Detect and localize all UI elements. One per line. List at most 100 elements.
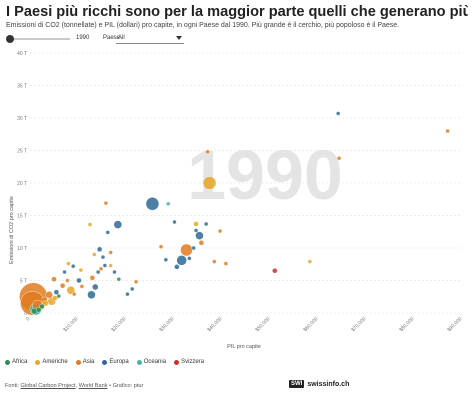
chevron-down-icon [176, 36, 182, 40]
data-point[interactable] [166, 201, 171, 207]
data-point[interactable] [45, 291, 53, 299]
data-point[interactable] [116, 276, 122, 282]
data-point[interactable] [78, 267, 84, 273]
legend-dot-icon [102, 359, 108, 365]
data-point[interactable] [205, 149, 210, 155]
x-tick-label: $10,000 [62, 316, 79, 333]
data-point[interactable] [92, 283, 99, 291]
legend-item[interactable]: Svizzera [174, 359, 204, 365]
data-point[interactable] [335, 111, 341, 116]
data-point[interactable] [145, 197, 160, 211]
data-point[interactable] [59, 282, 66, 289]
data-point[interactable] [108, 250, 113, 255]
y-tick-label: 20 T [17, 181, 27, 187]
data-point[interactable] [66, 286, 76, 295]
x-tick-label: $70,000 [350, 316, 367, 333]
legend-item[interactable]: Americhe [35, 359, 68, 365]
data-point[interactable] [65, 278, 70, 283]
x-axis-label: PIL pro capite [227, 344, 261, 350]
data-point[interactable] [176, 255, 187, 266]
data-point[interactable] [133, 279, 139, 285]
year-slider-track[interactable] [11, 38, 70, 40]
year-value: 1990 [76, 35, 90, 41]
y-axis-label: Emissioni di CO2 pro capite [9, 196, 15, 264]
footer-prefix: Fonti: [5, 383, 21, 389]
y-tick-label: 15 T [17, 214, 27, 220]
data-point[interactable] [223, 261, 229, 266]
data-point[interactable] [336, 156, 342, 161]
data-point[interactable] [103, 200, 109, 206]
data-point[interactable] [98, 266, 104, 272]
data-point[interactable] [100, 254, 106, 260]
data-point[interactable] [163, 257, 169, 262]
legend-item[interactable]: Oceania [136, 359, 166, 365]
legend-label: Asia [82, 359, 95, 365]
data-point[interactable] [70, 263, 76, 269]
footer-separator: , [75, 383, 79, 389]
data-point[interactable] [66, 261, 71, 266]
data-point[interactable] [212, 259, 217, 264]
data-point[interactable] [174, 264, 180, 270]
data-point[interactable] [95, 269, 101, 275]
data-point[interactable] [56, 293, 61, 299]
data-point[interactable] [125, 291, 130, 297]
data-point[interactable] [193, 228, 199, 233]
data-point[interactable] [71, 291, 77, 297]
data-point[interactable] [53, 289, 60, 295]
data-point[interactable] [272, 268, 278, 274]
legend-item[interactable]: Europa [102, 359, 129, 365]
data-point[interactable] [180, 243, 193, 257]
x-tick-label: $30,000 [158, 316, 175, 333]
data-point[interactable] [92, 252, 97, 257]
brand-logo[interactable]: SWI swissinfo.ch [289, 380, 349, 388]
data-point[interactable] [113, 220, 123, 229]
y-tick-label: 25 T [17, 149, 27, 155]
legend-label: Africa [12, 359, 28, 365]
data-point[interactable] [96, 246, 103, 253]
data-point[interactable] [203, 221, 209, 227]
paese-label: Paese [103, 35, 121, 41]
data-point[interactable] [191, 245, 196, 251]
x-tick-label: $80,000 [398, 316, 415, 333]
data-point[interactable] [172, 219, 177, 225]
data-point[interactable] [87, 222, 93, 227]
data-point[interactable] [108, 263, 113, 268]
data-point[interactable] [39, 303, 45, 310]
data-point[interactable] [445, 128, 450, 134]
data-point[interactable] [158, 244, 164, 249]
legend-label: Americhe [42, 359, 68, 365]
source-link-worldbank[interactable]: World Bank [78, 383, 108, 389]
data-point[interactable] [35, 307, 42, 313]
paese-select[interactable]: All [116, 33, 184, 44]
data-point[interactable] [202, 176, 217, 190]
data-point[interactable] [193, 221, 199, 227]
data-point[interactable] [105, 230, 110, 235]
data-points [19, 111, 450, 316]
data-point[interactable] [130, 286, 135, 292]
data-point[interactable] [62, 269, 67, 275]
x-tick-label: $90,000 [446, 316, 463, 333]
legend-dot-icon [136, 359, 142, 365]
data-point[interactable] [187, 256, 192, 261]
data-point[interactable] [102, 263, 108, 268]
legend-item[interactable]: Asia [75, 359, 95, 365]
year-watermark: 1990 [187, 136, 343, 214]
year-slider-handle[interactable] [6, 35, 14, 43]
source-link-gcp[interactable]: Global Carbon Project [20, 383, 76, 389]
data-point[interactable] [76, 277, 82, 284]
data-point[interactable] [307, 259, 313, 264]
data-point[interactable] [79, 284, 85, 289]
data-point[interactable] [198, 240, 205, 246]
data-point[interactable] [217, 228, 223, 234]
data-point[interactable] [89, 275, 96, 281]
legend-item[interactable]: Africa [5, 359, 27, 365]
legend-label: Svizzera [181, 359, 205, 365]
year-slider[interactable] [6, 34, 70, 44]
data-point[interactable] [112, 269, 117, 275]
data-point[interactable] [195, 231, 204, 240]
data-point[interactable] [87, 290, 96, 300]
chart-title: I Paesi più ricchi sono per la maggior p… [6, 4, 468, 20]
data-point[interactable] [52, 295, 58, 301]
data-point[interactable] [51, 276, 57, 282]
y-tick-label: 0 [24, 311, 27, 317]
